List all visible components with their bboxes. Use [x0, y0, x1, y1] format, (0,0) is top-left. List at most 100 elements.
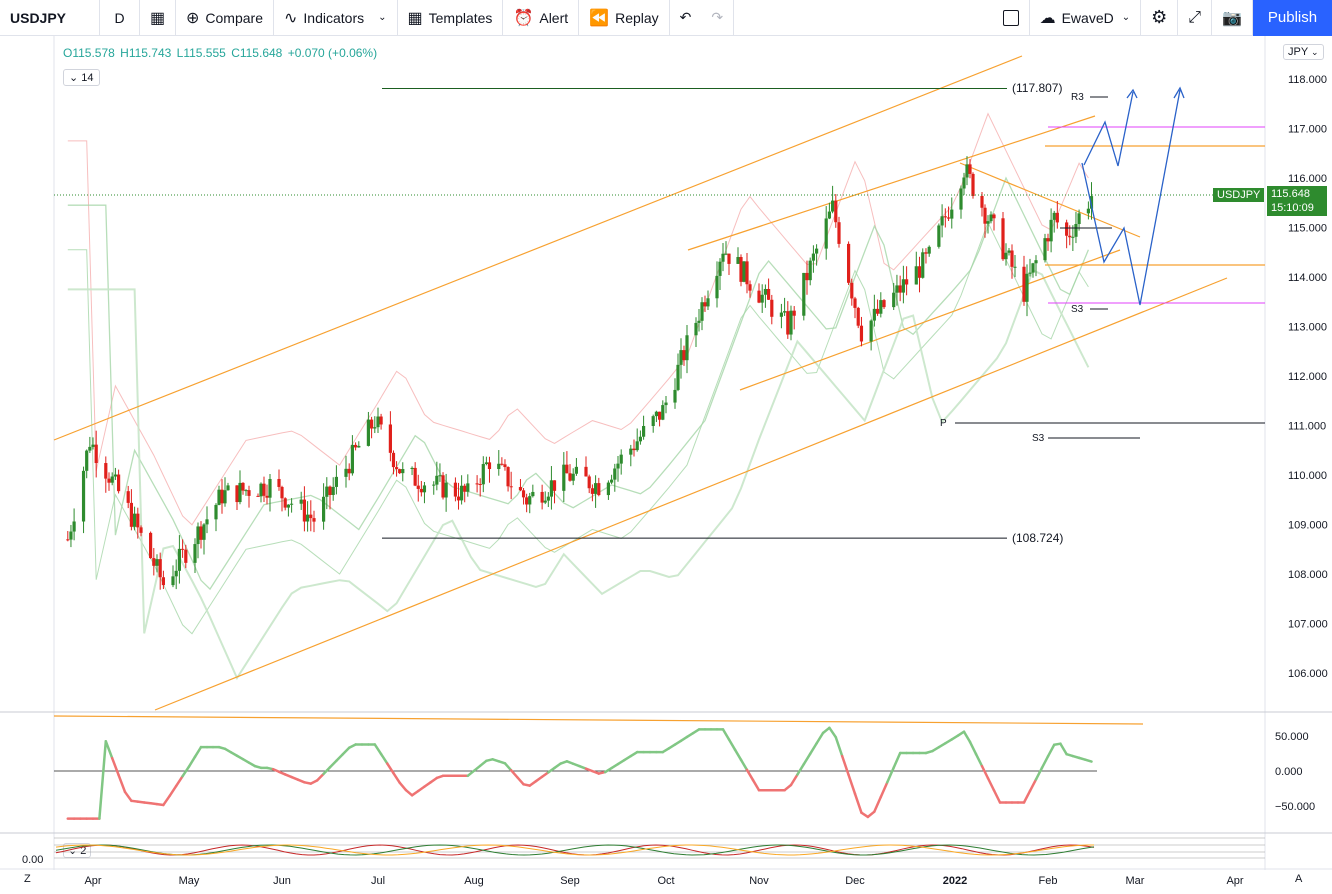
- lower-studies-toggle[interactable]: ⌄ 2: [63, 843, 92, 858]
- candle: [654, 410, 658, 423]
- corner-right-button[interactable]: A: [1295, 873, 1302, 885]
- candle: [265, 484, 269, 505]
- candle: [616, 455, 620, 482]
- osc-segment: [534, 775, 544, 783]
- candle: [859, 316, 864, 347]
- replay-button[interactable]: ⏪ Replay: [579, 0, 670, 36]
- interval-label: D: [114, 9, 125, 26]
- candle: [503, 459, 507, 471]
- candle: [453, 477, 458, 502]
- candle: [965, 156, 969, 186]
- candle-body: [859, 325, 864, 342]
- candle: [344, 455, 348, 488]
- currency-select[interactable]: JPY ⌄: [1283, 44, 1324, 60]
- osc-tick-label: 50.000: [1275, 731, 1309, 743]
- candle: [895, 274, 899, 306]
- candle: [410, 466, 414, 476]
- undo-button[interactable]: ↶: [670, 0, 702, 36]
- osc-segment: [992, 789, 1002, 804]
- osc-segment: [110, 756, 120, 777]
- candle-body: [193, 544, 197, 563]
- osc-segment: [866, 810, 876, 819]
- snapshot-button[interactable]: 📷: [1212, 0, 1253, 36]
- candle-body: [983, 207, 987, 224]
- candle-body: [727, 253, 731, 264]
- candle-body: [590, 488, 594, 494]
- alert-button[interactable]: ⏰ Alert: [503, 0, 580, 36]
- indicators-button[interactable]: ∿ Indicators ⌄: [274, 0, 398, 36]
- osc-segment: [584, 767, 594, 773]
- publish-button[interactable]: Publish: [1253, 0, 1332, 36]
- candle-body: [196, 526, 200, 545]
- candle-body: [962, 177, 966, 189]
- osc-segment: [417, 785, 426, 793]
- candle: [196, 522, 200, 559]
- candle-body: [456, 496, 461, 501]
- candle: [549, 466, 554, 510]
- corner-left-label: Z: [24, 873, 31, 885]
- candle-body: [847, 243, 851, 283]
- layout-select-button[interactable]: [993, 0, 1030, 36]
- studies-toggle[interactable]: ⌄ 14: [63, 69, 100, 86]
- currency-label: JPY: [1288, 46, 1308, 58]
- candle-body: [1086, 208, 1090, 214]
- layout-name-button[interactable]: ☁ EwaveD ⌄: [1030, 0, 1142, 36]
- candle-body: [223, 490, 227, 504]
- pivot-s3-upper-label: S3: [1071, 304, 1084, 315]
- osc-segment: [986, 777, 996, 792]
- osc-segment: [309, 779, 319, 785]
- price-axis: 118.000 117.000 116.000 115.000 114.000 113.0…: [1288, 74, 1328, 680]
- time-tick-label: Oct: [657, 875, 674, 887]
- candle-body: [133, 513, 137, 527]
- lower-indicator-line: [55, 844, 1094, 856]
- candle-body: [413, 467, 417, 486]
- candle-body: [694, 322, 698, 336]
- candle-body: [149, 532, 153, 559]
- candle: [685, 325, 689, 374]
- candle: [1013, 254, 1017, 278]
- rewind-icon: ⏪: [589, 9, 610, 27]
- candle-body: [568, 473, 572, 481]
- candle-body: [509, 486, 513, 488]
- time-tick-label: Apr: [1226, 875, 1243, 887]
- candle: [540, 484, 544, 510]
- candle: [914, 251, 918, 285]
- price-tick-label: 110.000: [1288, 470, 1327, 482]
- interval-button[interactable]: D: [100, 0, 140, 36]
- candle-body: [853, 298, 857, 308]
- lower-indicator-pane: [54, 837, 1265, 859]
- candle-body: [331, 486, 335, 495]
- compare-button[interactable]: ⊕ Compare: [176, 0, 274, 36]
- chart-type-button[interactable]: ▦: [140, 0, 176, 36]
- price-tick-label: 111.000: [1288, 421, 1326, 433]
- candle: [1043, 233, 1047, 263]
- osc-segment: [528, 779, 538, 787]
- templates-button[interactable]: ▦ Templates: [398, 0, 504, 36]
- candle-body: [587, 476, 591, 489]
- gear-icon: ⚙: [1151, 7, 1168, 27]
- fullscreen-button[interactable]: ⤢: [1178, 0, 1213, 36]
- candle: [1068, 225, 1072, 246]
- redo-button[interactable]: ↷: [701, 0, 735, 36]
- candle-body: [171, 576, 175, 586]
- lower-indicator-line: [55, 844, 1095, 856]
- osc-segment: [217, 745, 227, 751]
- candle: [594, 475, 598, 508]
- candle: [214, 503, 218, 532]
- candle: [286, 504, 290, 517]
- square-icon: [1002, 9, 1019, 26]
- candle: [506, 466, 510, 492]
- symbol-search-button[interactable]: USDJPY: [0, 0, 100, 36]
- candle-body: [882, 300, 886, 308]
- pivot-p-label: P: [940, 418, 947, 429]
- corner-left-button[interactable]: Z: [24, 873, 31, 885]
- candle: [950, 197, 954, 229]
- candle: [927, 245, 931, 257]
- settings-button[interactable]: ⚙: [1141, 0, 1179, 36]
- osc-segment: [1040, 755, 1050, 770]
- candle: [299, 491, 303, 510]
- candle-body: [736, 257, 740, 264]
- candle: [521, 487, 526, 505]
- time-tick-label: Sep: [560, 875, 580, 887]
- candle: [682, 345, 686, 366]
